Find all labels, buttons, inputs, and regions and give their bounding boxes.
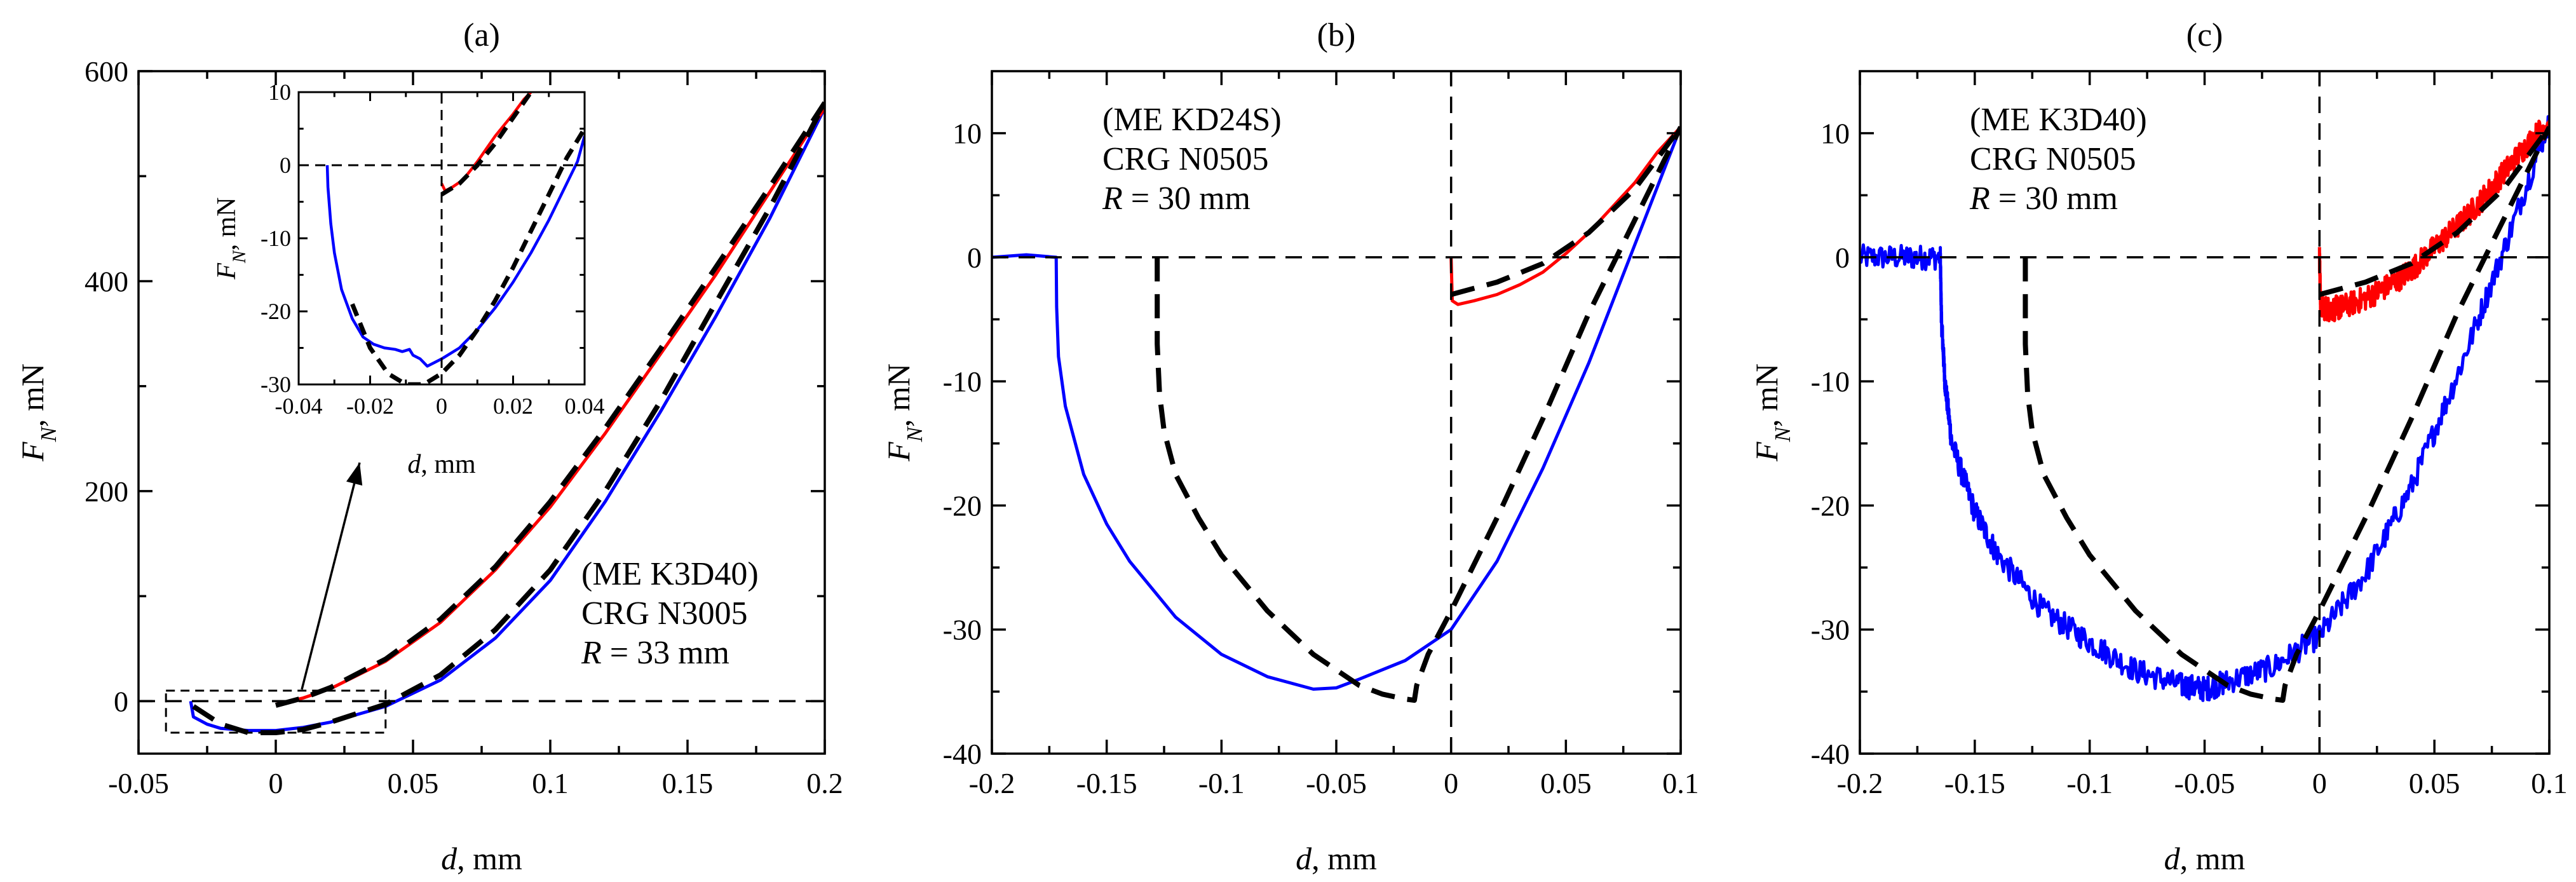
- inset: -0.04 -0.02 0 0.02 0.04 -30 -20 -10 0 10 d, mm FN, …: [212, 79, 605, 479]
- y-axis-label: FN, mN: [15, 363, 61, 462]
- inset-x-tick-label: 0.04: [565, 393, 605, 419]
- x-axis-label: d, mm: [1296, 841, 1377, 876]
- annotation-line: CRG N0505: [1970, 141, 2136, 177]
- y-axis-label: FN, mN: [881, 363, 927, 462]
- x-tick-label: 0.15: [662, 767, 714, 799]
- y-tick-label: -20: [943, 489, 982, 522]
- y-tick-label: 0: [114, 685, 128, 717]
- x-tick-label: 0.05: [1540, 767, 1592, 799]
- x-tick-label: -0.15: [1944, 767, 2005, 799]
- y-tick-label: 0: [1835, 241, 1850, 274]
- inset-x-axis-label: d, mm: [407, 450, 476, 479]
- y-tick-label: -30: [1811, 614, 1850, 646]
- annotation-line: (ME K3D40): [581, 556, 759, 592]
- panel-a: -0.05 0 0.05 0.1 0.15 0.2 0 200 400 600 (a) d, mm FN…: [15, 17, 843, 876]
- inset-background: [299, 92, 585, 384]
- inset-series-model-loading: [350, 127, 585, 384]
- inset-y-axis-label: FN, mN: [212, 197, 250, 280]
- inset-x-tick-label: 0.02: [493, 393, 533, 419]
- plot-frame: [991, 70, 1682, 755]
- inset-series-group: [299, 92, 585, 384]
- y-tick-label: 200: [85, 475, 128, 508]
- series-group: [1860, 71, 2549, 754]
- y-tick-label: -40: [943, 738, 982, 770]
- series-unloading-measured-: [2317, 119, 2549, 323]
- x-tick-label: 0: [1444, 767, 1458, 799]
- y-tick-label: 400: [85, 265, 128, 297]
- inset-x-tick-label: -0.04: [275, 393, 323, 419]
- series-group: [992, 71, 1681, 754]
- series-loading-measured-: [992, 126, 1681, 691]
- annotation-line: CRG N3005: [581, 595, 747, 632]
- series-model-unloading: [275, 101, 825, 708]
- y-tick-label: 10: [952, 118, 982, 150]
- y-tick-label: -30: [943, 614, 982, 646]
- inset-series-model-unloading: [440, 92, 533, 196]
- zoom-region-box: [165, 689, 387, 734]
- series-model-unloading: [1450, 125, 1681, 297]
- inset-y-tick-label: -10: [261, 226, 291, 251]
- inset-y-tick-label: 0: [280, 153, 291, 178]
- panel-label: (a): [463, 17, 500, 53]
- zoom-arrow-head: [346, 463, 363, 486]
- series-model-loading: [192, 101, 825, 735]
- y-axis-label: FN, mN: [1749, 363, 1795, 462]
- inset-series-loading-measured-: [325, 135, 585, 368]
- annotation-line: CRG N0505: [1102, 141, 1268, 177]
- x-tick-label: 0.2: [806, 767, 843, 799]
- x-axis-label: d, mm: [441, 841, 522, 876]
- y-tick-label: 600: [85, 55, 128, 88]
- annotation-line: (ME K3D40): [1970, 102, 2147, 138]
- y-tick-label: -10: [1811, 365, 1850, 398]
- x-tick-label: 0.05: [388, 767, 439, 799]
- series-loading-measured-: [1860, 115, 2549, 702]
- x-tick-label: -0.2: [1837, 767, 1883, 799]
- y-tick-label: 10: [1820, 118, 1850, 150]
- annotation-line: R = 33 mm: [581, 635, 729, 671]
- panel-label: (b): [1317, 17, 1356, 53]
- panel-label: (c): [2186, 17, 2223, 53]
- inset-y-tick-label: 10: [268, 79, 291, 105]
- y-tick-label: -10: [943, 365, 982, 398]
- x-tick-label: 0: [2312, 767, 2327, 799]
- x-tick-label: 0: [269, 767, 283, 799]
- zoom-arrow: [301, 462, 361, 690]
- annotation-line: R = 30 mm: [1102, 180, 1251, 217]
- y-tick-label: -40: [1811, 738, 1850, 770]
- x-tick-label: -0.05: [2174, 767, 2235, 799]
- inset-x-tick-label: -0.02: [346, 393, 394, 419]
- x-tick-label: 0.05: [2409, 767, 2460, 799]
- x-tick-label: -0.2: [969, 767, 1015, 799]
- inset-y-tick-label: -20: [261, 299, 291, 324]
- y-tick-label: -20: [1811, 489, 1850, 522]
- x-tick-label: -0.05: [1306, 767, 1367, 799]
- series-model-loading: [1155, 126, 1681, 703]
- x-tick-label: -0.15: [1076, 767, 1137, 799]
- panel-c: -0.2 -0.15 -0.1 -0.05 0 0.05 0.1 -40 -30 -20 -10 0 1…: [1749, 17, 2568, 876]
- x-axis-label: d, mm: [2164, 841, 2246, 876]
- x-tick-label: -0.05: [108, 767, 169, 799]
- inset-y-tick-label: -30: [261, 372, 291, 397]
- x-tick-label: 0.1: [2531, 767, 2568, 799]
- y-tick-label: 0: [967, 241, 982, 274]
- x-tick-label: -0.1: [1198, 767, 1245, 799]
- series-model-loading: [2023, 126, 2549, 703]
- x-tick-label: 0.1: [1662, 767, 1699, 799]
- series-model-unloading: [2319, 125, 2549, 297]
- x-tick-label: 0.1: [532, 767, 569, 799]
- series-unloading-measured-: [1449, 126, 1681, 306]
- panel-b: -0.2 -0.15 -0.1 -0.05 0 0.05 0.1 -40 -30 -20 -10 0 1…: [881, 17, 1699, 876]
- annotation-line: R = 30 mm: [1969, 180, 2118, 217]
- x-tick-label: -0.1: [2066, 767, 2113, 799]
- annotation-line: (ME KD24S): [1102, 102, 1282, 138]
- inset-x-tick-label: 0: [436, 393, 447, 419]
